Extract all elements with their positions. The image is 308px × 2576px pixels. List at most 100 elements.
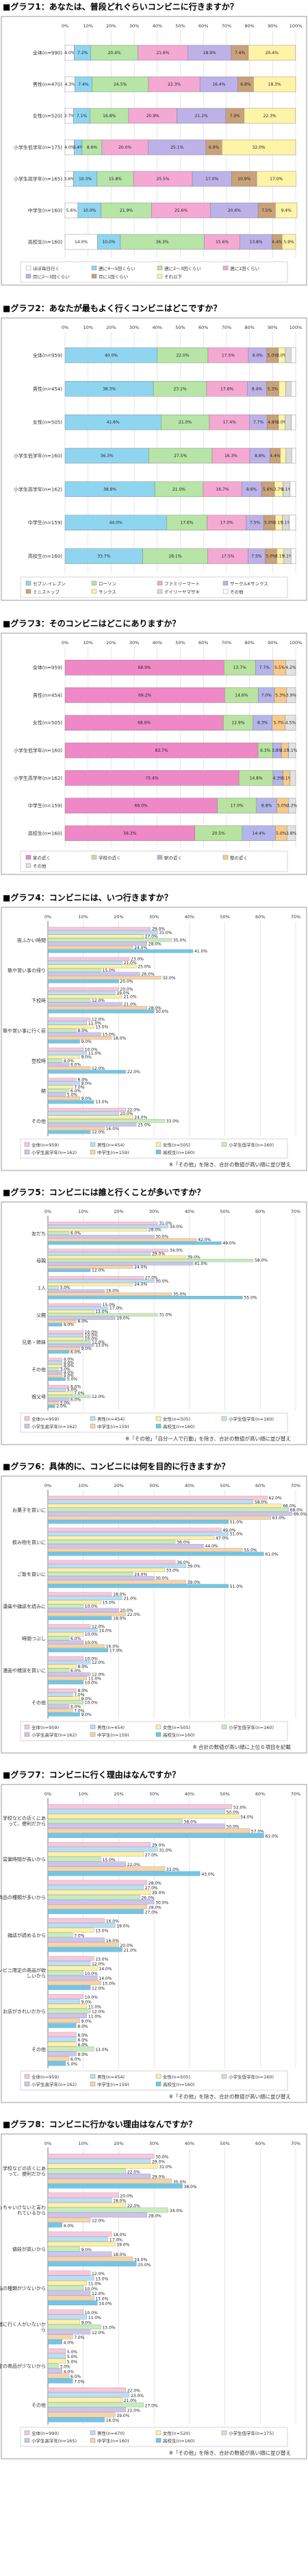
bar [47,1130,91,1134]
value-label: 10.0% [85,2311,98,2316]
value-label: 31.0% [159,1221,172,1226]
category-label: 全体(n=959) [33,665,62,671]
legend-label: ミニストップ [33,589,60,595]
bar [47,1551,264,1556]
legend-label: 小学生高学年(n=165) [31,2438,77,2444]
bar [47,1676,88,1680]
value-label: 13.0% [95,1025,108,1029]
bar [47,2412,116,2418]
tick-label: 0% [62,640,68,646]
bar-segment [285,414,292,430]
category-label-line: 兄弟・姉妹 [22,1339,46,1345]
value-label: 26.0% [141,1896,154,1900]
category-label-line: 家、学校などの近くにあ [0,2165,46,2171]
bar [47,1320,77,1323]
segment-label: 8.8% [255,454,266,458]
value-label: 12.0% [92,1066,105,1071]
value-label: 27.0% [145,1275,158,1280]
legend-label: 家の近く [33,855,51,861]
value-label: 29.0% [152,927,165,932]
value-label: 25.0% [138,1123,151,1127]
value-label: 21.0% [124,1948,137,1953]
tick-label: 10% [78,2141,88,2146]
bar [47,1516,271,1520]
bar [47,1405,55,1408]
bar [47,1947,123,1952]
value-label: 28.0% [149,942,162,946]
segment-label: 5.3% [268,387,279,391]
segment-label: 4.8% [268,420,279,425]
value-label: 30.0% [155,1234,168,1239]
bar [47,1692,73,1697]
value-label: 29.0% [152,2160,165,2165]
bar [47,1813,240,1819]
bar [47,1238,197,1242]
value-label: 23.0% [131,957,144,962]
bar-segment [244,108,296,124]
bar [47,2301,98,2305]
bar [47,1126,105,1131]
tick-label: 60% [255,914,265,920]
bar [47,1970,84,1976]
legend-swatch [90,2430,96,2436]
segment-label: 8.6% [246,487,257,492]
legend-label: 全体(n=959) [31,2074,59,2080]
segment-label: 25.1% [170,145,183,150]
chart-title: ■グラフ5：コンビニには誰と行くことが多いですか？ [3,1187,205,1197]
legend-label: 女性(n=505) [163,1142,190,1148]
category-label: お店がきれいだから [3,2008,46,2014]
bar [47,1081,80,1085]
value-label: 35.0% [173,1292,186,1297]
category-label-line: 漫画や雑誌を買いに [3,1667,46,1673]
bar-segment [288,742,296,759]
segment-label: 5.5% [274,665,285,670]
segment-label: 21.0% [172,487,185,492]
legend-label: それ以下 [164,274,183,280]
category-label: 時間つぶし [22,1636,46,1641]
category-label-line: ら [41,2327,46,2333]
bar [47,1337,84,1340]
bar-segment [253,76,296,93]
bar [47,1228,147,1231]
segment-label: 18.3% [268,82,281,87]
legend-label: 女性(n=520) [163,2430,190,2436]
value-label: 23.0% [131,2394,144,2399]
bar [47,2295,94,2301]
legend-label: サンクス [99,589,116,595]
segment-label: 7.1% [77,114,88,119]
segment-label: 8.8% [261,804,272,809]
segment-label: 20.6% [228,208,241,213]
category-label-line: お店がきれいだから [3,2008,46,2014]
bar [47,2368,62,2374]
bar [47,1568,165,1572]
value-label: 30.0% [155,1009,168,1014]
legend-swatch [155,2430,162,2436]
tick-label: 10% [78,1791,88,1797]
category-label: その他 [31,2402,46,2408]
segment-label: 38.9% [103,487,116,492]
value-label: 13.0% [95,1343,108,1348]
bar [47,1808,225,1814]
category-label-line: 値段が高いから [12,2246,46,2253]
value-label: 13.0% [95,2048,108,2052]
bar [47,2339,62,2344]
legend-swatch [25,589,31,594]
bar [47,2009,91,2013]
value-label: 38.0% [184,1819,197,1824]
bar [47,2173,151,2179]
bar [47,1575,155,1580]
segment-label: 15.8% [109,177,122,182]
legend-label: 男性(n=454) [97,1724,125,1730]
bar [47,2037,77,2042]
category-label: 小学生低学年(n=160) [14,748,62,754]
tick-label: 30% [149,914,159,920]
segment-label: 7.5% [250,521,261,526]
value-label: 30.0% [155,1279,168,1284]
legend-label: 小学生高学年(n=162) [31,1149,77,1155]
value-label: 10.0% [85,2287,98,2292]
chart-frame [1,1784,307,2103]
bar [47,2378,73,2383]
category-label-line: 飲み物を買いに [12,1539,46,1545]
segment-label: 20.9% [146,114,159,119]
value-label: 14.0% [99,1976,112,1981]
